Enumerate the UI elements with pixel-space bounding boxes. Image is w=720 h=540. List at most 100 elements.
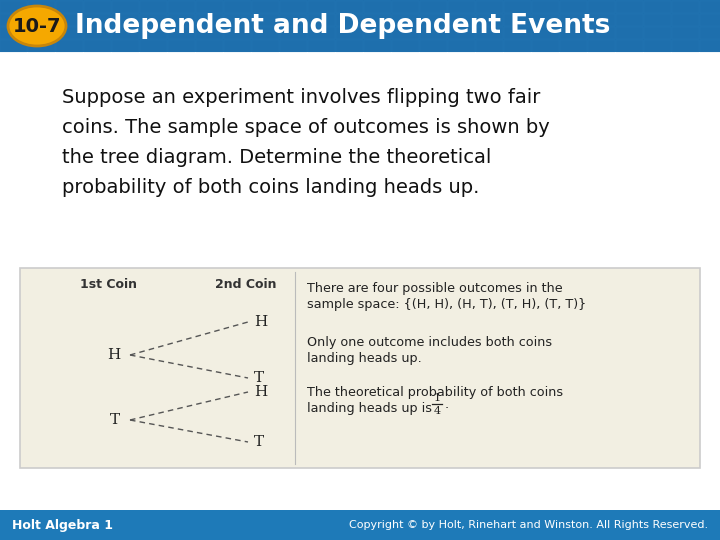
Bar (0, 0, 720, 52)
Text: T: T (254, 371, 264, 385)
Text: Holt Algebra 1: Holt Algebra 1 (12, 518, 113, 531)
Bar (252, 14, 279, 26)
Bar (28, 40, 55, 52)
Bar (504, 1, 531, 13)
Text: Suppose an experiment involves flipping two fair: Suppose an experiment involves flipping … (62, 88, 541, 107)
Bar (420, 40, 447, 52)
Bar (56, 40, 83, 52)
Bar (476, 40, 503, 52)
Bar (364, 14, 391, 26)
Bar (224, 14, 251, 26)
FancyBboxPatch shape (20, 268, 700, 468)
Bar (112, 1, 139, 13)
Text: Copyright © by Holt, Rinehart and Winston. All Rights Reserved.: Copyright © by Holt, Rinehart and Winsto… (349, 520, 708, 530)
Bar (476, 14, 503, 26)
Text: 2nd Coin: 2nd Coin (215, 278, 276, 291)
Bar (532, 14, 559, 26)
Bar (280, 40, 307, 52)
Bar (224, 40, 251, 52)
Bar (672, 14, 699, 26)
Text: 1st Coin: 1st Coin (80, 278, 137, 291)
Bar (168, 1, 195, 13)
Bar (588, 14, 615, 26)
Bar (672, 40, 699, 52)
Bar (504, 27, 531, 39)
Bar (168, 40, 195, 52)
Bar (308, 14, 335, 26)
Bar (644, 1, 671, 13)
Bar (700, 1, 720, 13)
Bar (700, 27, 720, 39)
Bar (364, 40, 391, 52)
Bar (588, 1, 615, 13)
Text: H: H (254, 385, 267, 399)
Text: The theoretical probability of both coins: The theoretical probability of both coin… (307, 386, 563, 399)
Text: Only one outcome includes both coins: Only one outcome includes both coins (307, 336, 552, 349)
Bar (560, 1, 587, 13)
Bar (0, 27, 27, 39)
Bar (280, 27, 307, 39)
Bar (532, 27, 559, 39)
Text: landing heads up is: landing heads up is (307, 402, 432, 415)
Bar (504, 14, 531, 26)
Bar (672, 1, 699, 13)
Text: T: T (254, 435, 264, 449)
Bar (420, 14, 447, 26)
Bar (616, 14, 643, 26)
Text: T: T (110, 413, 120, 427)
Bar (112, 14, 139, 26)
Text: There are four possible outcomes in the: There are four possible outcomes in the (307, 282, 562, 295)
Bar (448, 1, 475, 13)
Bar (28, 27, 55, 39)
Bar (84, 14, 111, 26)
Bar (336, 14, 363, 26)
Bar (308, 27, 335, 39)
Bar (616, 40, 643, 52)
Bar (336, 1, 363, 13)
Bar (476, 27, 503, 39)
Bar (560, 14, 587, 26)
Text: .: . (445, 397, 449, 410)
Text: H: H (107, 348, 120, 362)
Text: coins. The sample space of outcomes is shown by: coins. The sample space of outcomes is s… (62, 118, 550, 137)
Bar (532, 40, 559, 52)
Bar (112, 40, 139, 52)
Bar (448, 27, 475, 39)
Bar (336, 40, 363, 52)
Bar (140, 40, 167, 52)
Bar (168, 27, 195, 39)
Bar (448, 40, 475, 52)
Bar (672, 27, 699, 39)
Bar (196, 40, 223, 52)
Text: sample space: {(H, H), (H, T), (T, H), (T, T)}: sample space: {(H, H), (H, T), (T, H), (… (307, 298, 586, 311)
Bar (196, 14, 223, 26)
Text: probability of both coins landing heads up.: probability of both coins landing heads … (62, 178, 480, 197)
Bar (616, 1, 643, 13)
Bar (588, 40, 615, 52)
Bar (616, 27, 643, 39)
Bar (0, 40, 27, 52)
Bar (196, 27, 223, 39)
Bar (56, 14, 83, 26)
Bar (140, 27, 167, 39)
Text: 1: 1 (433, 393, 441, 403)
Bar (364, 27, 391, 39)
Bar (560, 40, 587, 52)
Bar (140, 14, 167, 26)
Bar (56, 1, 83, 13)
Bar (84, 27, 111, 39)
Bar (252, 1, 279, 13)
Bar (364, 1, 391, 13)
Bar (56, 27, 83, 39)
Bar (392, 40, 419, 52)
Bar (644, 40, 671, 52)
Bar (476, 1, 503, 13)
Bar (448, 14, 475, 26)
Bar (504, 40, 531, 52)
Bar (644, 14, 671, 26)
Bar (84, 40, 111, 52)
Bar (700, 14, 720, 26)
Bar (0, 14, 27, 26)
Bar (224, 1, 251, 13)
Bar (644, 27, 671, 39)
